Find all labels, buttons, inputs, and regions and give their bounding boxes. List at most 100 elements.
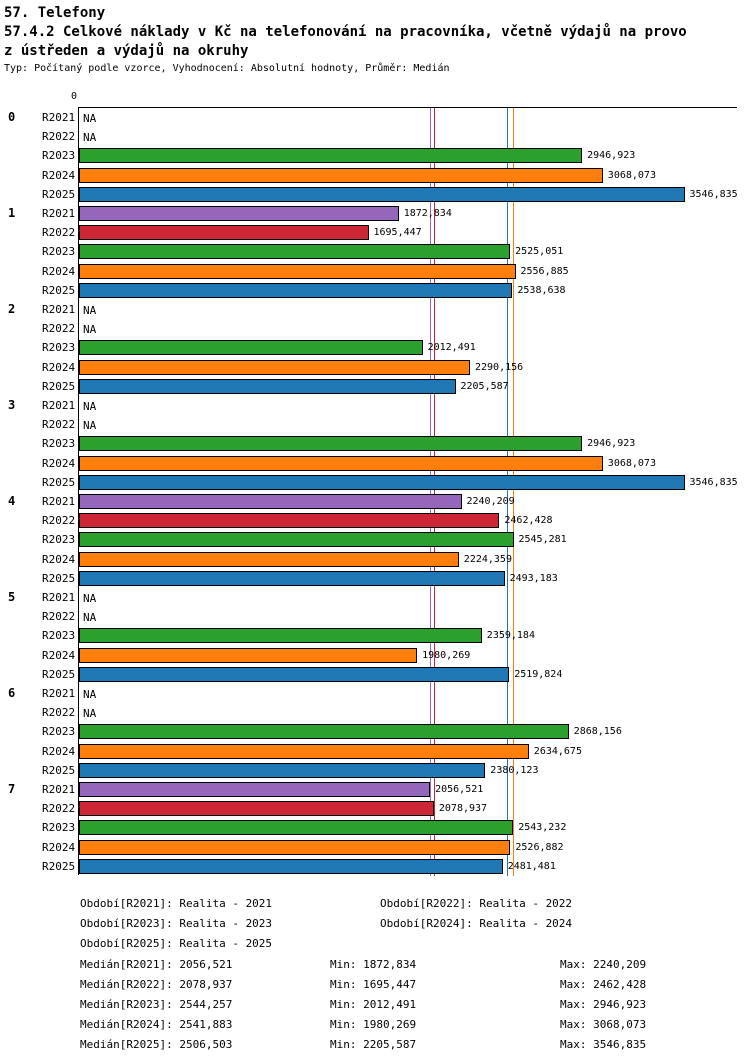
bar-r2025 [79, 282, 513, 298]
bar-r2024 [79, 743, 529, 759]
row-label-r2025: R2025 [42, 571, 76, 585]
stat-median: Medián[R2023]: 2544,257 [80, 998, 233, 1011]
row-label-r2021: R2021 [42, 495, 76, 508]
bar-row: 2526,882 [79, 839, 737, 859]
bar-value-label: 1695,447 [373, 227, 422, 239]
na-label: NA [83, 304, 97, 317]
bar-r2024 [79, 359, 470, 375]
bar-r2024 [79, 167, 603, 183]
bar-row: 3546,835 [79, 186, 738, 206]
bar-value-label: 2481,481 [507, 860, 556, 872]
legend-item: Období[R2024]: Realita - 2024 [380, 917, 573, 930]
bar-row: NA [79, 110, 737, 129]
bar-r2022 [79, 513, 500, 529]
na-label: NA [83, 707, 97, 721]
bar-value-label: 2012,491 [427, 342, 476, 354]
stat-min: Min: 2012,491 [330, 998, 417, 1011]
bar-r2023 [79, 724, 569, 740]
row-label-r2023: R2023 [42, 821, 76, 835]
bar-r2025 [79, 186, 685, 202]
bar-value-label: 2359,184 [486, 630, 535, 642]
bar-r2024 [79, 647, 418, 663]
bar-row: 1980,269 [79, 647, 737, 667]
row-label-r2025: R2025 [42, 763, 76, 777]
row-label-r2021: R2021 [42, 399, 76, 412]
bar-value-label: 2224,359 [463, 553, 512, 565]
bar-row: 2634,675 [79, 743, 737, 763]
row-label-r2025: R2025 [42, 283, 76, 297]
row-label-r2023: R2023 [42, 149, 76, 163]
bar-value-label: 2946,923 [587, 150, 636, 162]
row-label-r2022: R2022 [42, 130, 76, 144]
bar-row: 3068,073 [79, 455, 737, 475]
bar-row: 2481,481 [79, 858, 737, 878]
stat-median: Medián[R2022]: 2078,937 [80, 978, 233, 991]
na-label: NA [83, 611, 97, 625]
bar-row: 2078,937 [79, 801, 737, 820]
bar-value-label: 2205,587 [460, 380, 509, 392]
row-label-r2024: R2024 [42, 840, 76, 854]
group-label: 7 [8, 782, 16, 796]
stat-max: Max: 2240,209 [560, 958, 647, 971]
na-label: NA [83, 592, 97, 605]
row-label-r2025: R2025 [42, 667, 76, 681]
chart-meta: Typ: Počítaný podle vzorce, Vyhodnocení:… [4, 63, 450, 74]
bar-r2023 [79, 532, 514, 548]
row-label-r2022: R2022 [42, 226, 76, 240]
row-label-r2021: R2021 [42, 303, 76, 316]
bar-row: NA [79, 590, 737, 609]
row-label-r2024: R2024 [42, 456, 76, 470]
bar-r2023 [79, 244, 511, 260]
bar-r2021 [79, 206, 399, 221]
row-label-r2023: R2023 [42, 725, 76, 739]
group-label: 0 [8, 110, 16, 124]
bar-row: 2946,923 [79, 148, 737, 167]
group-label: 4 [8, 494, 16, 508]
legend-item: Období[R2021]: Realita - 2021 [80, 897, 273, 910]
bar-value-label: 1872,834 [403, 208, 452, 219]
bar-r2022 [79, 801, 434, 817]
na-label: NA [83, 131, 97, 145]
bar-row: 2525,051 [79, 244, 737, 263]
row-label-r2022: R2022 [42, 322, 76, 336]
row-label-r2025: R2025 [42, 379, 76, 393]
stat-min: Min: 1980,269 [330, 1018, 417, 1031]
bar-r2025 [79, 570, 505, 586]
group-label: 6 [8, 686, 16, 700]
stat-max: Max: 2946,923 [560, 998, 647, 1011]
bar-row: NA [79, 609, 737, 628]
bar-row: 2543,232 [79, 820, 737, 839]
bar-row: NA [79, 302, 737, 321]
legend-item: Období[R2022]: Realita - 2022 [380, 897, 573, 910]
row-label-r2025: R2025 [42, 859, 76, 873]
na-label: NA [83, 688, 97, 701]
bar-r2025 [79, 762, 486, 778]
bar-row: NA [79, 321, 737, 340]
bar-r2024 [79, 455, 603, 471]
stat-max: Max: 2462,428 [560, 978, 647, 991]
bar-value-label: 2078,937 [438, 803, 488, 815]
bar-r2025 [79, 378, 456, 394]
bar-row: 2380,123 [79, 762, 737, 782]
bar-value-label: 2538,638 [517, 284, 566, 296]
bar-value-label: 3068,073 [607, 169, 656, 181]
bar-row: 3068,073 [79, 167, 737, 187]
bar-value-label: 2543,232 [518, 822, 567, 834]
bar-r2025 [79, 858, 503, 874]
bar-r2023 [79, 148, 583, 164]
row-label-r2023: R2023 [42, 437, 76, 451]
row-label-r2021: R2021 [42, 111, 76, 124]
stat-median: Medián[R2024]: 2541,883 [80, 1018, 233, 1031]
bar-r2023 [79, 340, 423, 356]
bar-row: NA [79, 417, 737, 436]
bar-row: 3546,835 [79, 474, 738, 494]
bar-row: 1872,834 [79, 206, 737, 225]
na-label: NA [83, 419, 97, 433]
bar-row: 2868,156 [79, 724, 737, 743]
bar-r2024 [79, 263, 516, 279]
bar-value-label: 2545,281 [518, 534, 567, 546]
group-label: 3 [8, 398, 16, 412]
median-line-r2021 [430, 108, 432, 876]
stat-median: Medián[R2025]: 2506,503 [80, 1038, 233, 1051]
